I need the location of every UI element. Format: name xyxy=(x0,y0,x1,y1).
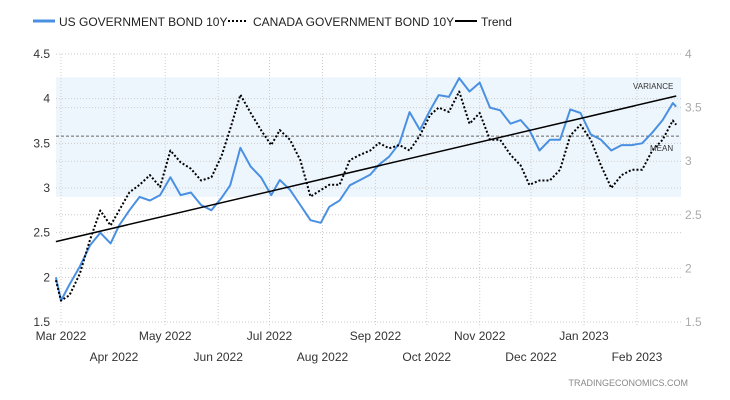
x-tick-label: Nov 2022 xyxy=(454,329,506,343)
legend[interactable]: US GOVERNMENT BOND 10Y CANADA GOVERNMENT… xyxy=(33,15,512,29)
us-bond-series-line xyxy=(54,77,677,302)
y-tick-left: 3.5 xyxy=(33,136,50,150)
x-tick-label: Feb 2023 xyxy=(612,350,663,364)
y-tick-right: 3.5 xyxy=(685,101,702,115)
legend-us-label[interactable]: US GOVERNMENT BOND 10Y xyxy=(59,15,227,29)
x-tick-label: Apr 2022 xyxy=(90,350,139,364)
variance-label: VARIANCE xyxy=(633,82,673,91)
legend-canada-label[interactable]: CANADA GOVERNMENT BOND 10Y xyxy=(253,15,454,29)
watermark: TRADINGECONOMICS.COM xyxy=(568,378,688,388)
y-tick-right: 4 xyxy=(685,47,692,61)
y-tick-right: 2 xyxy=(685,261,692,275)
mean-label: MEAN xyxy=(650,144,673,153)
y-tick-left: 3 xyxy=(43,181,50,195)
y-tick-left: 4.5 xyxy=(33,47,50,61)
legend-trend-label[interactable]: Trend xyxy=(481,15,512,29)
y-tick-left: 4 xyxy=(43,92,50,106)
canada-bond-series-line xyxy=(54,90,677,302)
x-tick-label: Jun 2022 xyxy=(194,350,244,364)
y-tick-left: 1.5 xyxy=(33,315,50,329)
y-tick-left: 2 xyxy=(43,270,50,284)
x-tick-label: Jan 2023 xyxy=(559,329,609,343)
variance-band xyxy=(56,77,681,197)
y-tick-left: 2.5 xyxy=(33,226,50,240)
x-tick-label: Jul 2022 xyxy=(247,329,293,343)
x-tick-label: Dec 2022 xyxy=(505,350,557,364)
x-tick-label: Mar 2022 xyxy=(36,329,87,343)
x-tick-label: Sep 2022 xyxy=(350,329,402,343)
y-tick-right: 3 xyxy=(685,154,692,168)
trend-line xyxy=(55,95,677,243)
x-tick-label: May 2022 xyxy=(139,329,192,343)
y-tick-right: 1.5 xyxy=(685,315,702,329)
x-tick-label: Aug 2022 xyxy=(297,350,349,364)
x-tick-label: Oct 2022 xyxy=(402,350,451,364)
y-tick-right: 2.5 xyxy=(685,208,702,222)
